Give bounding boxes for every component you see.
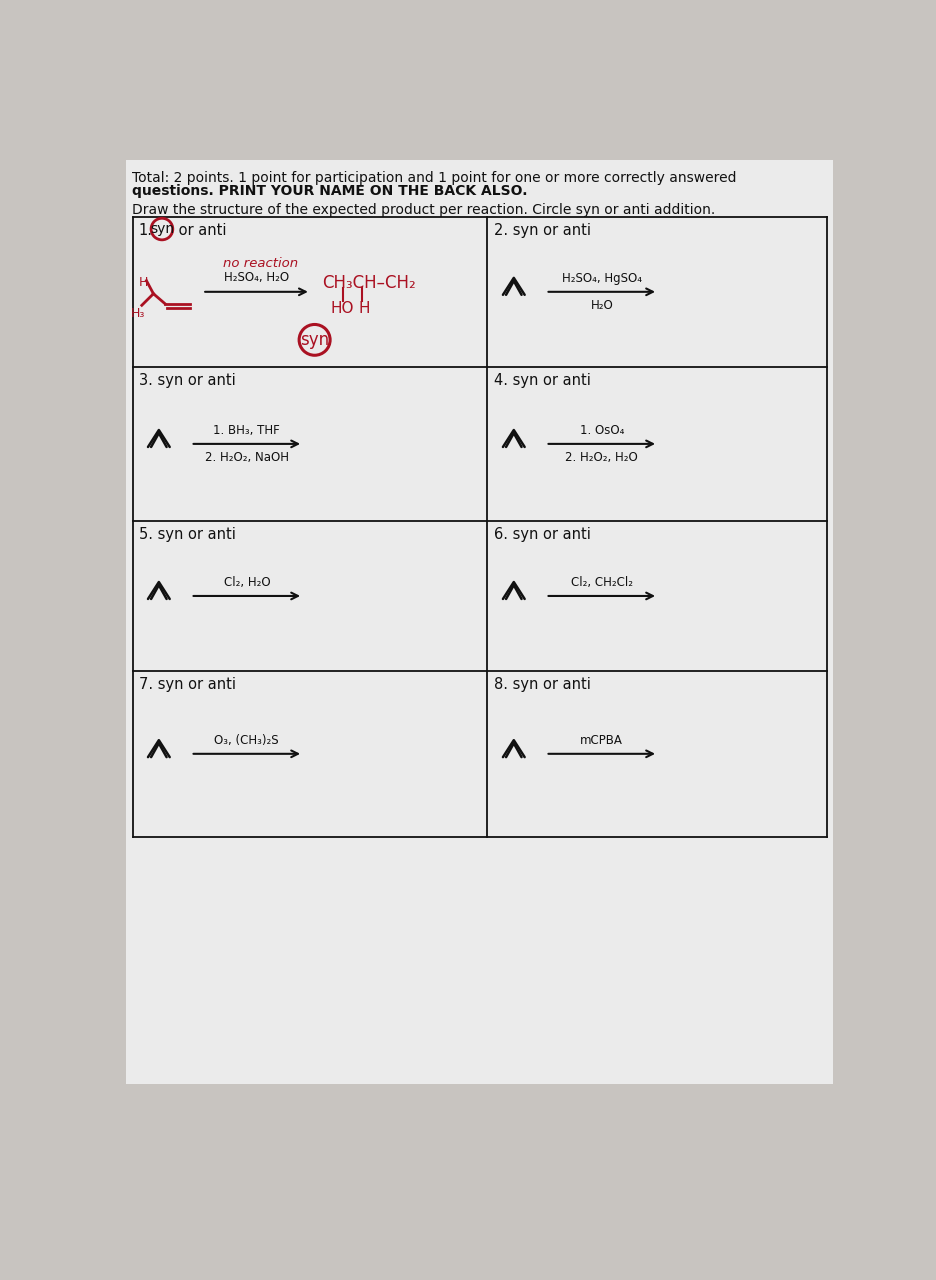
Text: 4. syn or anti: 4. syn or anti bbox=[493, 372, 591, 388]
Text: 3. syn or anti: 3. syn or anti bbox=[139, 372, 236, 388]
Text: 2. H₂O₂, H₂O: 2. H₂O₂, H₂O bbox=[565, 451, 638, 463]
Text: 6. syn or anti: 6. syn or anti bbox=[493, 527, 591, 541]
Text: questions. PRINT YOUR NAME ON THE BACK ALSO.: questions. PRINT YOUR NAME ON THE BACK A… bbox=[133, 184, 528, 198]
Text: H: H bbox=[139, 276, 148, 289]
Text: 8. syn or anti: 8. syn or anti bbox=[493, 677, 591, 692]
Text: 7. syn or anti: 7. syn or anti bbox=[139, 677, 236, 692]
Text: 1. BH₃, THF: 1. BH₃, THF bbox=[213, 424, 280, 436]
Text: H₃: H₃ bbox=[131, 307, 145, 320]
Text: no reaction: no reaction bbox=[223, 257, 298, 270]
Text: 1.: 1. bbox=[139, 223, 153, 238]
Text: Cl₂, H₂O: Cl₂, H₂O bbox=[224, 576, 271, 589]
Text: H₂SO₄, H₂O: H₂SO₄, H₂O bbox=[224, 271, 289, 284]
Text: Total: 2 points. 1 point for participation and 1 point for one or more correctly: Total: 2 points. 1 point for participati… bbox=[133, 170, 737, 184]
Text: or anti: or anti bbox=[174, 223, 227, 238]
Text: O₃, (CH₃)₂S: O₃, (CH₃)₂S bbox=[214, 733, 279, 748]
Text: 2. syn or anti: 2. syn or anti bbox=[493, 223, 591, 238]
Text: HO: HO bbox=[330, 301, 354, 316]
Text: syn: syn bbox=[300, 330, 329, 349]
Text: 1. OsO₄: 1. OsO₄ bbox=[579, 424, 624, 436]
Text: Cl₂, CH₂Cl₂: Cl₂, CH₂Cl₂ bbox=[571, 576, 633, 589]
Text: 2. H₂O₂, NaOH: 2. H₂O₂, NaOH bbox=[205, 451, 289, 463]
Text: mCPBA: mCPBA bbox=[580, 733, 623, 748]
Text: syn: syn bbox=[150, 221, 174, 236]
Text: H₂O: H₂O bbox=[591, 298, 613, 312]
Text: CH₃CH–CH₂: CH₃CH–CH₂ bbox=[322, 274, 417, 293]
Text: H₂SO₄, HgSO₄: H₂SO₄, HgSO₄ bbox=[562, 271, 642, 285]
Text: Draw the structure of the expected product per reaction. Circle syn or anti addi: Draw the structure of the expected produ… bbox=[133, 202, 716, 216]
Text: 5. syn or anti: 5. syn or anti bbox=[139, 527, 236, 541]
Text: H: H bbox=[358, 301, 371, 316]
